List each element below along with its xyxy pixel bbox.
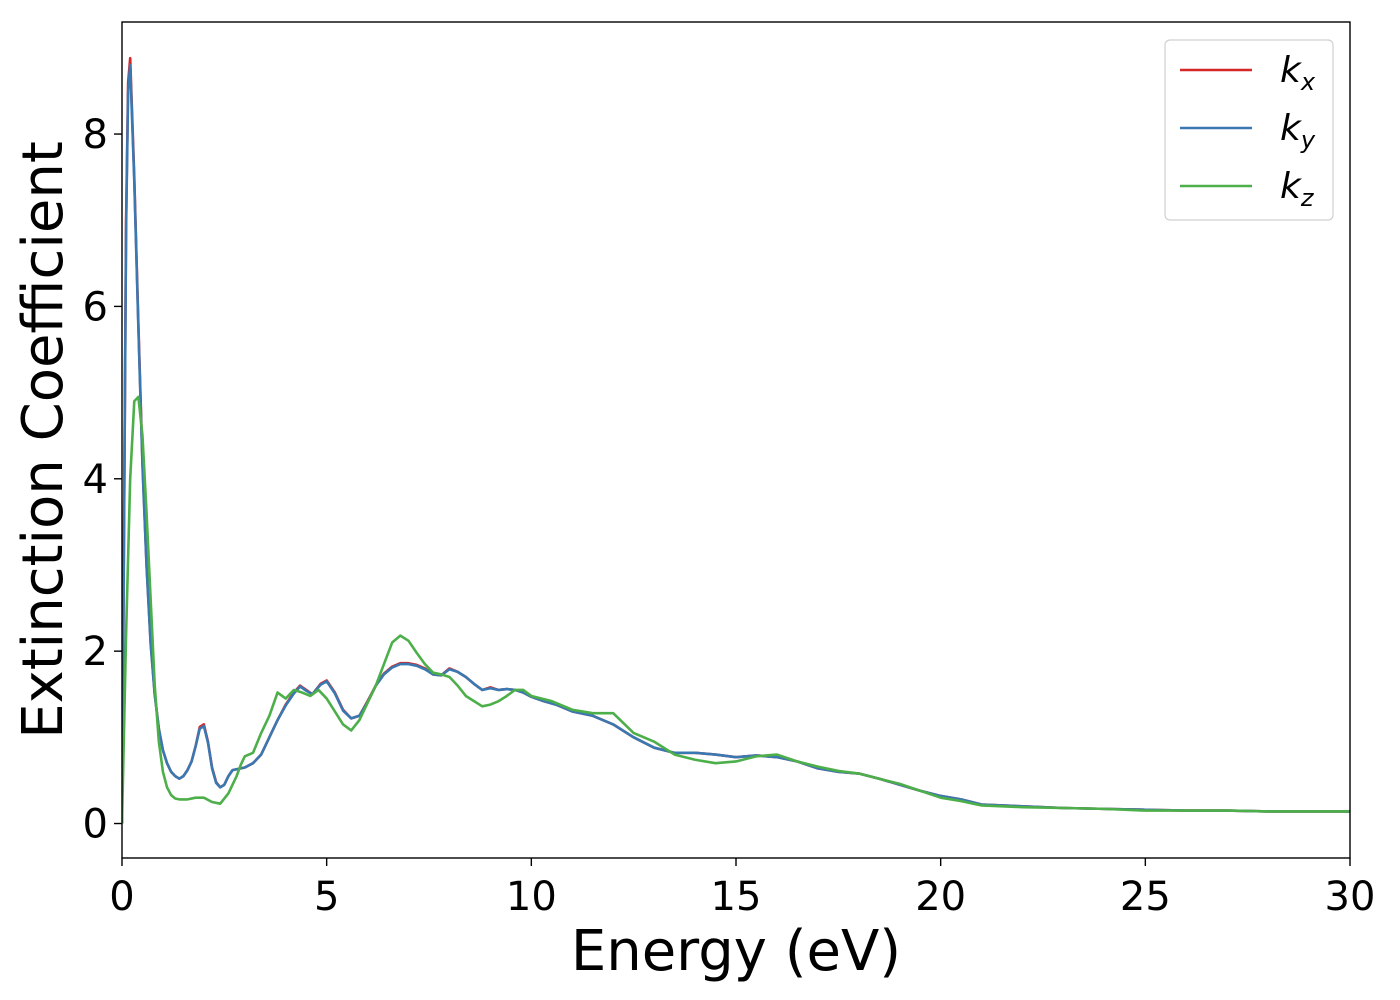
x-axis: 0 5 10 15 20 25 30 (109, 858, 1375, 920)
x-tick-label: 25 (1120, 874, 1171, 920)
x-tick-label: 0 (109, 874, 134, 920)
x-tick-label: 20 (915, 874, 966, 920)
y-tick-label: 0 (83, 802, 108, 848)
x-tick-label: 30 (1325, 874, 1376, 920)
legend-label-ky: ky (1280, 108, 1316, 154)
y-axis: 0 2 4 6 8 (83, 112, 122, 848)
legend-label-kx: kx (1280, 50, 1316, 96)
y-tick-label: 2 (83, 629, 108, 675)
legend-box (1164, 39, 1334, 221)
y-tick-label: 8 (83, 112, 108, 158)
y-tick-label: 4 (83, 457, 108, 503)
x-axis-label: Energy (eV) (571, 919, 901, 984)
x-tick-label: 5 (314, 874, 339, 920)
series-line-kz (122, 395, 1350, 824)
y-axis-label: Extinction Coefficient (11, 141, 76, 739)
x-tick-label: 15 (711, 874, 762, 920)
series-lines (122, 56, 1350, 824)
x-tick-label: 10 (506, 874, 557, 920)
y-tick-label: 6 (83, 284, 108, 330)
